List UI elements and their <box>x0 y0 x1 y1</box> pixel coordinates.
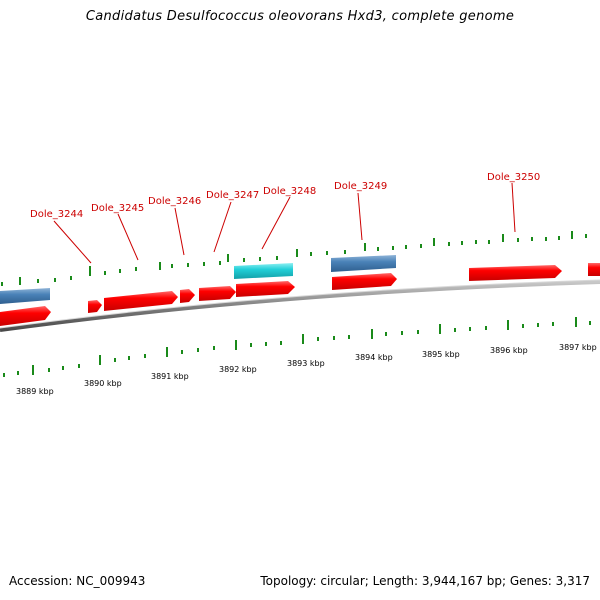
scale-label: 3889 kbp <box>16 387 54 396</box>
gene-red-2 <box>88 300 102 313</box>
lower-tick-row <box>3 317 591 377</box>
scale-label: 3893 kbp <box>287 359 325 368</box>
scale-label: 3892 kbp <box>219 365 257 374</box>
gene-red-5 <box>199 286 236 301</box>
gene-label-dole3244: Dole_3244 <box>30 209 83 220</box>
scale-label: 3896 kbp <box>490 346 528 355</box>
genome-title: Candidatus Desulfococcus oleovorans Hxd3… <box>85 9 515 24</box>
gene-label-dole3249: Dole_3249 <box>334 181 387 192</box>
gene-label-dole3245: Dole_3245 <box>91 203 144 214</box>
upper-tick-row <box>1 231 587 286</box>
scale-label: 3895 kbp <box>422 350 460 359</box>
gene-red-4 <box>180 289 195 303</box>
gene-red-7 <box>332 273 397 290</box>
gene-red-6 <box>236 281 295 297</box>
gene-red-3 <box>104 291 178 311</box>
gene-label-dole3250: Dole_3250 <box>487 172 540 183</box>
scale-label: 3897 kbp <box>559 343 597 352</box>
gene-blue-left <box>0 288 50 304</box>
scale-label: 3890 kbp <box>84 379 122 388</box>
gene-label-dole3248: Dole_3248 <box>263 186 316 197</box>
genome-backbone <box>0 280 600 332</box>
gene-red-9 <box>588 263 600 276</box>
accession-text: Accession: NC_009943 <box>9 574 146 588</box>
genome-summary-text: Topology: circular; Length: 3,944,167 bp… <box>260 574 590 588</box>
scale-label: 3891 kbp <box>151 372 189 381</box>
gene-red-1 <box>0 306 51 326</box>
gene-cyan-dole3248 <box>234 263 293 279</box>
gene-label-dole3247: Dole_3247 <box>206 190 259 201</box>
scale-label: 3894 kbp <box>355 353 393 362</box>
backbone-highlight <box>0 279 600 329</box>
gene-label-leaders <box>53 182 516 264</box>
gene-label-dole3246: Dole_3246 <box>148 196 201 207</box>
gene-blue-dole3249 <box>331 255 396 272</box>
gene-red-8 <box>469 265 562 281</box>
